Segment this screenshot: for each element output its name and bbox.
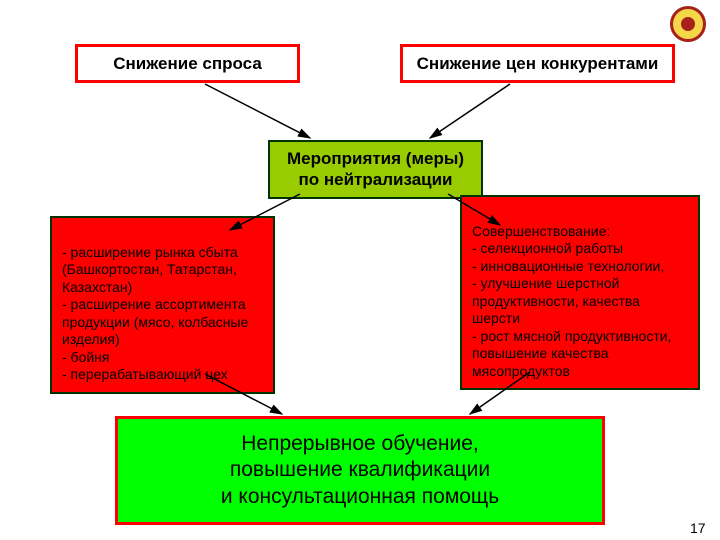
box-center-text: Мероприятия (меры) по нейтрализации bbox=[287, 149, 464, 189]
box-right: Совершенствование: - селекционной работы… bbox=[460, 195, 700, 390]
page-number-text: 17 bbox=[690, 520, 706, 536]
box-bottom-text: Непрерывное обучение, повышение квалифик… bbox=[221, 432, 499, 508]
box-bottom: Непрерывное обучение, повышение квалифик… bbox=[115, 416, 605, 525]
arrow-top_left-to-center bbox=[205, 84, 310, 138]
box-top-left: Снижение спроса bbox=[75, 44, 300, 83]
box-top-right: Снижение цен конкурентами bbox=[400, 44, 675, 83]
box-center: Мероприятия (меры) по нейтрализации bbox=[268, 140, 483, 199]
logo-inner-dot bbox=[681, 17, 695, 31]
arrow-top_right-to-center bbox=[430, 84, 510, 138]
box-left: - расширение рынка сбыта (Башкортостан, … bbox=[50, 216, 275, 394]
page-number: 17 bbox=[690, 520, 706, 536]
logo-badge bbox=[670, 6, 706, 42]
box-left-text: - расширение рынка сбыта (Башкортостан, … bbox=[62, 244, 248, 383]
box-top-right-text: Снижение цен конкурентами bbox=[417, 54, 659, 73]
box-right-text: Совершенствование: - селекционной работы… bbox=[472, 223, 671, 379]
box-top-left-text: Снижение спроса bbox=[113, 54, 262, 73]
